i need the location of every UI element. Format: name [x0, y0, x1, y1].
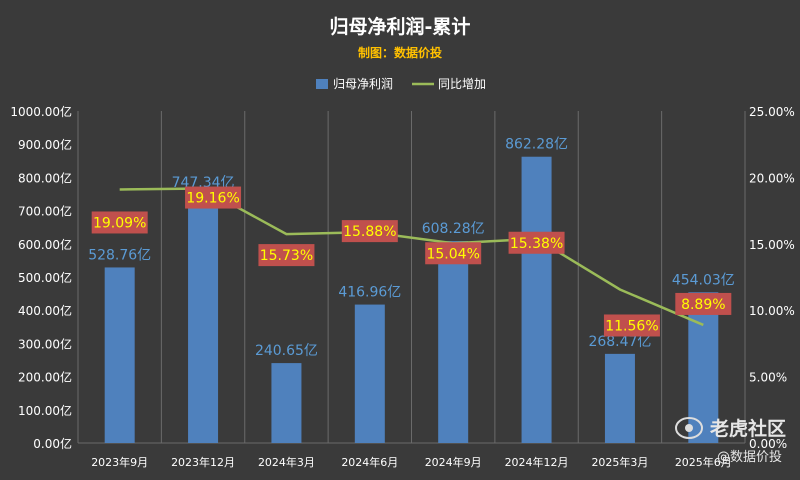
- y-right-tick-label: 25.00%: [749, 105, 795, 119]
- y-left-tick-label: 400.00亿: [18, 303, 72, 318]
- pct-label-box: [603, 314, 660, 337]
- x-tick-label: 2023年9月: [91, 455, 148, 469]
- y-right-tick-label: 20.00%: [749, 171, 795, 185]
- pct-value-label: 15.88%: [343, 224, 396, 240]
- bar: [104, 267, 135, 443]
- bar: [271, 363, 302, 443]
- y-left-tick-label: 300.00亿: [18, 336, 72, 351]
- y-left-tick-label: 800.00亿: [18, 170, 72, 185]
- y-left-tick-label: 100.00亿: [18, 403, 72, 418]
- tiger-logo-icon: [674, 416, 703, 439]
- left-axis-ticks: 0.00亿 100.00亿 200.00亿 300.00亿 400.00亿 500.00亿…: [10, 104, 72, 451]
- bar-value-label: 862.28亿: [505, 137, 568, 153]
- pct-value-label: 15.73%: [260, 248, 313, 264]
- legend-label-line: 同比增加: [438, 77, 486, 91]
- bar-value-label: 608.28亿: [422, 221, 485, 237]
- bar-value-label: 454.03亿: [672, 272, 735, 288]
- pct-label-box: [508, 231, 565, 254]
- right-axis-ticks: 0.00% 5.00% 10.00% 15.00% 20.00% 25.00%: [749, 105, 795, 451]
- bar-value-label: 528.76亿: [88, 247, 151, 263]
- legend: 归母净利润 同比增加: [316, 77, 486, 91]
- x-tick-label: 2025年3月: [591, 455, 648, 469]
- y-left-tick-label: 0.00亿: [33, 436, 72, 451]
- x-axis-ticks: 2023年9月 2023年12月 2024年3月 2024年6月 2024年9月 2024…: [91, 455, 732, 469]
- x-tick-label: 2024年9月: [425, 455, 482, 469]
- x-tick-label: 2023年12月: [171, 455, 235, 469]
- pct-value-label: 19.09%: [93, 215, 146, 231]
- y-left-tick-label: 200.00亿: [18, 370, 72, 385]
- bar: [521, 156, 552, 444]
- pct-labels: 19.09% 19.16% 15.73% 15.88% 15.04% 15.38% 11.5…: [91, 186, 732, 337]
- bar: [438, 241, 469, 443]
- y-left-tick-label: 500.00亿: [18, 270, 72, 285]
- chart-title: 归母净利润-累计: [330, 15, 471, 38]
- legend-swatch-bar: [316, 79, 328, 89]
- pct-label-box: [91, 211, 148, 234]
- bar-value-label: 416.96亿: [338, 285, 401, 301]
- bar-value-label: 240.65亿: [255, 343, 318, 359]
- y-left-tick-label: 600.00亿: [18, 237, 72, 252]
- bar: [188, 194, 219, 443]
- pct-value-label: 19.16%: [186, 191, 239, 207]
- y-right-tick-label: 5.00%: [749, 371, 787, 385]
- bar-value-label: 268.47亿: [588, 334, 651, 350]
- pct-label-box: [258, 244, 315, 267]
- y-right-tick-label: 10.00%: [749, 304, 795, 318]
- pct-value-label: 15.04%: [426, 246, 479, 262]
- x-tick-label: 2024年6月: [341, 455, 398, 469]
- bar-series: [104, 156, 719, 444]
- pct-label-box: [341, 220, 398, 243]
- pct-label-box: [675, 292, 732, 315]
- watermark-handle: @数据价投: [716, 450, 782, 465]
- legend-label-bar: 归母净利润: [333, 77, 393, 91]
- y-left-tick-label: 900.00亿: [18, 137, 72, 152]
- x-tick-label: 2024年3月: [258, 455, 315, 469]
- pct-label-box: [185, 186, 242, 209]
- y-right-tick-label: 0.00%: [749, 437, 787, 451]
- pct-label-box: [425, 242, 482, 265]
- y-left-tick-label: 700.00亿: [18, 204, 72, 219]
- pct-value-label: 11.56%: [605, 318, 658, 334]
- pct-value-label: 8.89%: [681, 297, 725, 313]
- gridlines: [77, 111, 746, 444]
- bar: [354, 304, 385, 443]
- y-right-tick-label: 15.00%: [749, 238, 795, 252]
- x-tick-label: 2025年6月: [675, 455, 732, 469]
- y-left-tick-label: 1000.00亿: [10, 104, 72, 119]
- watermark-brand: 老虎社区: [709, 418, 786, 440]
- x-tick-label: 2024年12月: [505, 455, 569, 469]
- chart-subtitle: 制图：数据价投: [358, 45, 442, 60]
- pct-value-label: 15.38%: [510, 236, 563, 252]
- bar: [604, 353, 635, 443]
- watermark-brand-row: 老虎社区: [674, 414, 786, 441]
